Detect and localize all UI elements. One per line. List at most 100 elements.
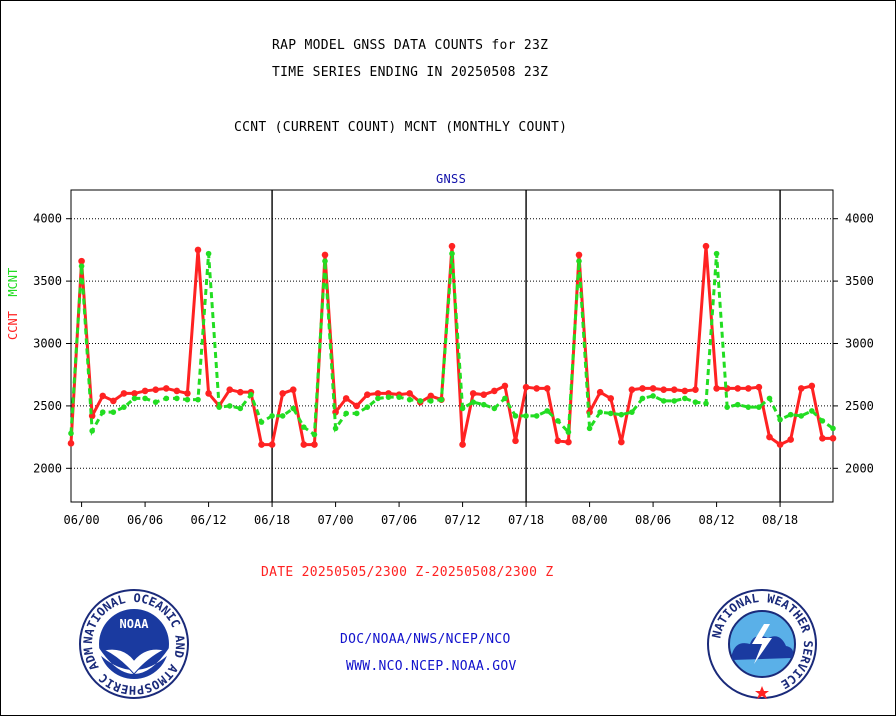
data-point-mcnt — [692, 399, 699, 405]
data-point-mcnt — [724, 404, 730, 410]
data-point-mcnt — [607, 410, 614, 417]
data-point-mcnt — [248, 391, 254, 398]
data-point-mcnt — [565, 429, 572, 435]
data-point-ccnt — [321, 251, 329, 259]
data-point-mcnt — [819, 418, 826, 424]
data-point-ccnt — [565, 438, 572, 446]
data-point-ccnt — [427, 392, 435, 400]
data-point-ccnt — [237, 388, 244, 396]
data-point-mcnt — [89, 428, 95, 434]
data-point-mcnt — [428, 398, 434, 404]
data-point-ccnt — [808, 382, 816, 390]
data-point-mcnt — [491, 405, 498, 412]
x-tick-label: 06/06 — [127, 513, 163, 527]
data-point-mcnt — [258, 419, 265, 425]
data-point-ccnt — [681, 387, 689, 395]
data-point-ccnt — [533, 385, 540, 392]
x-tick-label: 07/00 — [318, 513, 354, 527]
data-point-mcnt — [438, 396, 445, 403]
data-point-ccnt — [131, 390, 138, 397]
footer-link-website[interactable]: WWW.NCO.NCEP.NOAA.GOV — [346, 659, 517, 674]
data-point-mcnt — [480, 401, 487, 408]
chart-title-line2: TIME SERIES ENDING IN 20250508 23Z — [272, 65, 549, 80]
data-point-mcnt — [99, 409, 106, 415]
data-point-ccnt — [152, 386, 159, 393]
data-point-ccnt — [120, 390, 128, 397]
y-tick-label-right: 2000 — [845, 461, 874, 475]
data-point-mcnt — [131, 395, 138, 402]
data-point-mcnt — [311, 431, 318, 438]
data-point-ccnt — [543, 385, 551, 392]
data-point-ccnt — [448, 242, 456, 250]
data-point-ccnt — [162, 385, 170, 392]
data-point-mcnt — [777, 416, 783, 423]
data-point-ccnt — [364, 391, 371, 398]
data-point-mcnt — [68, 430, 74, 437]
data-point-mcnt — [459, 405, 466, 412]
data-point-mcnt — [226, 403, 233, 409]
x-tick-label: 07/06 — [381, 513, 417, 527]
data-point-ccnt — [459, 441, 466, 448]
data-point-mcnt — [544, 408, 551, 414]
data-point-mcnt — [734, 401, 741, 408]
data-point-ccnt — [554, 437, 562, 445]
data-point-ccnt — [501, 382, 509, 390]
data-point-mcnt — [396, 394, 402, 400]
data-point-mcnt — [470, 399, 476, 405]
chart-title-line1: RAP MODEL GNSS DATA COUNTS for 23Z — [272, 38, 549, 53]
data-point-ccnt — [406, 390, 413, 397]
data-point-ccnt — [702, 242, 710, 250]
data-point-mcnt — [364, 404, 371, 410]
data-point-ccnt — [745, 385, 752, 392]
data-point-mcnt — [798, 413, 805, 419]
data-point-ccnt — [618, 438, 625, 446]
data-point-ccnt — [776, 441, 784, 448]
data-point-mcnt — [353, 410, 360, 417]
data-point-ccnt — [141, 387, 149, 395]
data-point-mcnt — [174, 395, 180, 402]
data-point-mcnt — [597, 409, 603, 415]
data-point-ccnt — [110, 397, 117, 405]
data-point-ccnt — [512, 437, 519, 445]
x-tick-label: 08/18 — [762, 513, 798, 527]
noaa-logo: NOAA NATIONAL OCEANIC AND ATMOSPHERIC AD… — [78, 588, 189, 699]
data-point-ccnt — [67, 440, 75, 447]
data-point-ccnt — [353, 402, 361, 410]
noaa-logo-text: NOAA — [120, 617, 150, 631]
y-tick-label: 2000 — [33, 461, 62, 475]
y-tick-label-right: 3500 — [845, 274, 874, 288]
y-tick-label: 4000 — [33, 212, 62, 226]
footer-link-doc[interactable]: DOC/NOAA/NWS/NCEP/NCO — [340, 632, 511, 647]
data-point-mcnt — [713, 250, 720, 257]
data-point-ccnt — [660, 386, 667, 393]
data-point-mcnt — [449, 250, 455, 257]
data-point-mcnt — [533, 413, 540, 419]
data-point-ccnt — [480, 391, 488, 398]
data-point-mcnt — [703, 400, 709, 407]
data-point-mcnt — [110, 409, 117, 415]
data-point-mcnt — [163, 395, 170, 402]
data-point-mcnt — [809, 408, 815, 414]
data-point-mcnt — [660, 398, 667, 404]
data-point-ccnt — [279, 390, 286, 397]
data-point-ccnt — [692, 386, 699, 393]
data-point-mcnt — [184, 396, 191, 403]
data-point-ccnt — [755, 383, 763, 391]
data-point-ccnt — [99, 392, 107, 400]
data-point-mcnt — [121, 404, 127, 410]
x-tick-label: 08/00 — [572, 513, 608, 527]
data-point-ccnt — [342, 395, 350, 402]
data-point-ccnt — [607, 395, 615, 402]
data-point-mcnt — [830, 425, 836, 432]
data-point-ccnt — [639, 385, 646, 392]
data-point-mcnt — [152, 399, 159, 405]
data-point-mcnt — [290, 405, 297, 412]
data-point-ccnt — [787, 436, 794, 443]
y-tick-label-right: 4000 — [845, 212, 874, 226]
x-tick-label: 08/06 — [635, 513, 671, 527]
x-tick-label: 07/12 — [445, 513, 481, 527]
data-point-mcnt — [78, 263, 85, 269]
data-point-ccnt — [78, 257, 85, 265]
data-point-mcnt — [142, 395, 148, 402]
